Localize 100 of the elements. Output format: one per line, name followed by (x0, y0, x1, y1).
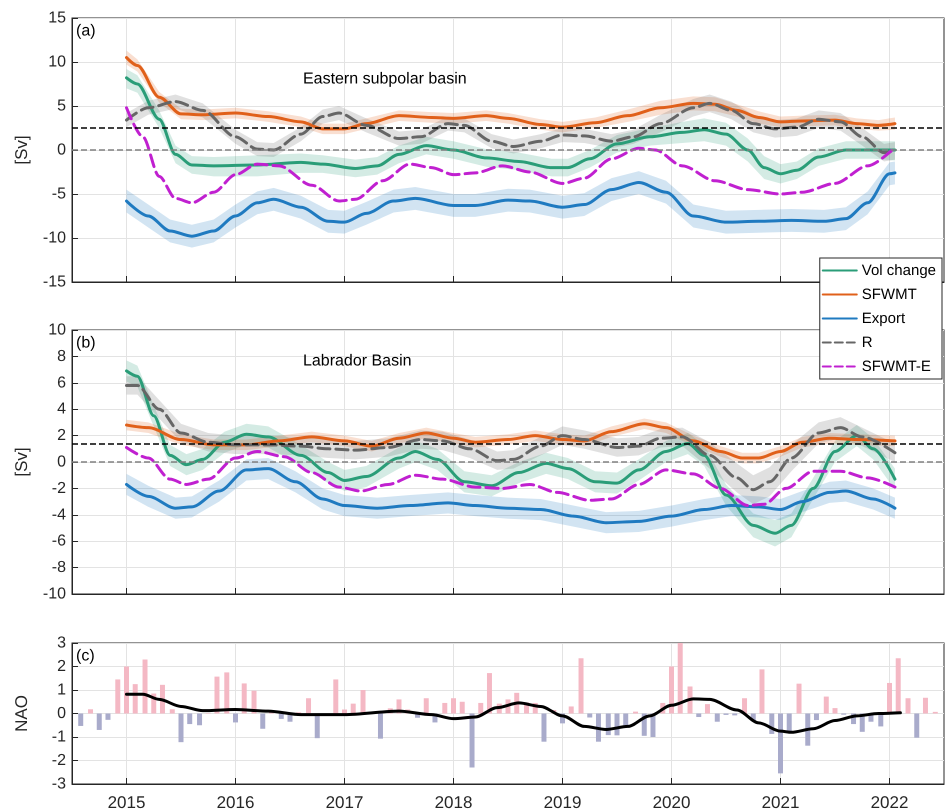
line-series (125, 171, 896, 238)
bar (142, 659, 148, 714)
bar (78, 714, 84, 726)
y-tick-label: 6 (57, 374, 66, 392)
bar (623, 714, 628, 726)
line-series (125, 384, 896, 492)
bar (541, 714, 546, 742)
bar (896, 658, 901, 714)
x-tick-label: 2017 (326, 793, 364, 811)
bar (187, 714, 192, 724)
x-tick-label: 2019 (544, 793, 582, 811)
y-tick-label: 3 (57, 634, 66, 652)
legend-label: SFWMT (862, 286, 917, 303)
y-tick-label: 0 (57, 705, 66, 722)
y-axis-title: [Sv] (12, 135, 31, 165)
y-tick-label: -6 (52, 532, 66, 550)
y-tick-label: -1 (52, 728, 66, 746)
y-tick-label: -2 (52, 480, 66, 497)
y-tick-label: -10 (42, 230, 66, 246)
y-tick-label: 15 (48, 10, 66, 26)
x-tick-label: 2021 (762, 793, 800, 811)
text: Eastern subpolar basin (303, 70, 467, 88)
bar (922, 698, 928, 714)
y-tick-label: 5 (57, 98, 66, 114)
bar (88, 709, 94, 714)
y-tick-label: -2 (52, 752, 66, 769)
bar (170, 709, 175, 714)
bar (260, 714, 266, 729)
bar (669, 666, 674, 714)
bar (115, 679, 120, 714)
bar (96, 714, 102, 730)
bar (242, 683, 247, 714)
y-axis-title: [Sv] (12, 447, 31, 477)
bar (759, 669, 764, 714)
x-tick-label: 2022 (870, 793, 908, 811)
y-tick-label: 8 (57, 348, 66, 365)
bar (814, 714, 819, 720)
bar (714, 714, 720, 722)
bar (906, 698, 911, 714)
y-tick-label: 2 (57, 427, 66, 444)
annotation: (c) (76, 648, 95, 664)
bar (378, 714, 383, 739)
bar (333, 679, 338, 714)
bar (478, 702, 484, 714)
bar (224, 672, 230, 714)
bar (197, 714, 202, 726)
x-tick-label: 2018 (434, 793, 472, 811)
bar (178, 714, 184, 742)
x-tick-label: 2015 (108, 793, 146, 811)
y-tick-label: -15 (42, 274, 66, 290)
y-tick-label: -10 (42, 586, 66, 602)
legend-label: SFWMT-E (862, 358, 931, 375)
bar (786, 714, 792, 732)
bar (568, 706, 574, 714)
bar (678, 643, 683, 714)
x-tick-label: 2016 (216, 793, 254, 811)
bar (778, 714, 783, 774)
y-axis-title: NAO (12, 695, 31, 732)
bar (578, 658, 584, 714)
bar (451, 698, 456, 714)
y-tick-label: -8 (52, 559, 66, 576)
bar (824, 696, 829, 714)
bar (350, 704, 356, 714)
y-tick-label: 4 (57, 400, 66, 418)
y-tick-label: 10 (48, 322, 66, 338)
x-tick-label: 2020 (652, 793, 690, 811)
bar (124, 666, 129, 714)
bar (105, 714, 110, 720)
bar (914, 714, 920, 738)
bar (486, 673, 492, 714)
bar (796, 684, 802, 714)
y-tick-label: 10 (48, 54, 66, 70)
bar (887, 682, 892, 714)
bar (214, 676, 220, 714)
bar (805, 714, 810, 746)
line-series (125, 467, 896, 524)
legend-label: R (862, 334, 873, 351)
bar (696, 714, 702, 718)
y-tick-label: 0 (57, 454, 66, 470)
bar (470, 714, 475, 768)
bar (587, 714, 592, 718)
y-tick-label: -3 (52, 776, 66, 792)
annotation: (a) (76, 22, 96, 40)
annotation: (b) (76, 334, 96, 352)
bar (460, 702, 465, 714)
y-tick-label: 0 (57, 142, 66, 158)
legend-label: Vol change (862, 262, 936, 279)
bar (424, 698, 429, 714)
bar (832, 708, 838, 714)
bar (278, 714, 284, 719)
bar (442, 702, 448, 714)
y-tick-label: 2 (57, 658, 66, 675)
line-series (125, 446, 896, 508)
bar (132, 684, 138, 714)
bar (704, 704, 710, 714)
y-tick-label: -5 (52, 186, 66, 202)
text: Labrador Basin (303, 352, 412, 370)
y-tick-label: -4 (52, 506, 66, 524)
bar (306, 698, 312, 714)
bar (233, 714, 238, 722)
